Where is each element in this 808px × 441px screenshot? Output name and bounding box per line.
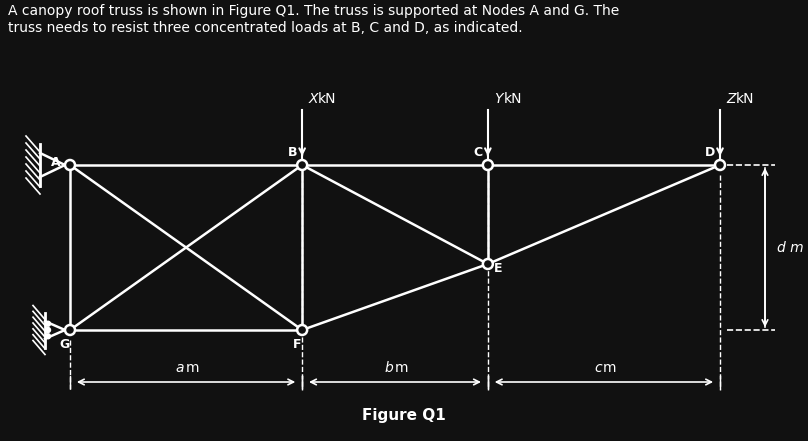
Text: C: C — [473, 146, 482, 158]
Text: m: m — [394, 361, 408, 375]
Text: G: G — [60, 337, 70, 351]
Text: B: B — [288, 146, 297, 158]
Circle shape — [65, 160, 75, 170]
Text: c: c — [594, 361, 602, 375]
Text: b: b — [385, 361, 393, 375]
Text: kN: kN — [736, 92, 755, 106]
Circle shape — [483, 160, 493, 170]
Text: kN: kN — [504, 92, 522, 106]
Circle shape — [297, 160, 307, 170]
Text: m: m — [185, 361, 199, 375]
Circle shape — [45, 321, 50, 326]
Circle shape — [715, 160, 725, 170]
Text: a: a — [176, 361, 184, 375]
Circle shape — [65, 325, 75, 335]
Text: X: X — [308, 92, 318, 106]
Text: F: F — [292, 337, 301, 351]
Text: kN: kN — [318, 92, 337, 106]
Text: Figure Q1: Figure Q1 — [362, 408, 446, 423]
Text: Z: Z — [726, 92, 735, 106]
Text: Y: Y — [494, 92, 503, 106]
Circle shape — [297, 325, 307, 335]
Text: A canopy roof truss is shown in Figure Q1. The truss is supported at Nodes A and: A canopy roof truss is shown in Figure Q… — [8, 4, 619, 34]
Text: D: D — [705, 146, 715, 158]
Circle shape — [45, 328, 50, 333]
Text: d m: d m — [777, 240, 804, 254]
Circle shape — [45, 334, 50, 339]
Circle shape — [483, 259, 493, 269]
Text: A: A — [51, 157, 61, 169]
Text: E: E — [494, 262, 502, 276]
Text: m: m — [604, 361, 617, 375]
